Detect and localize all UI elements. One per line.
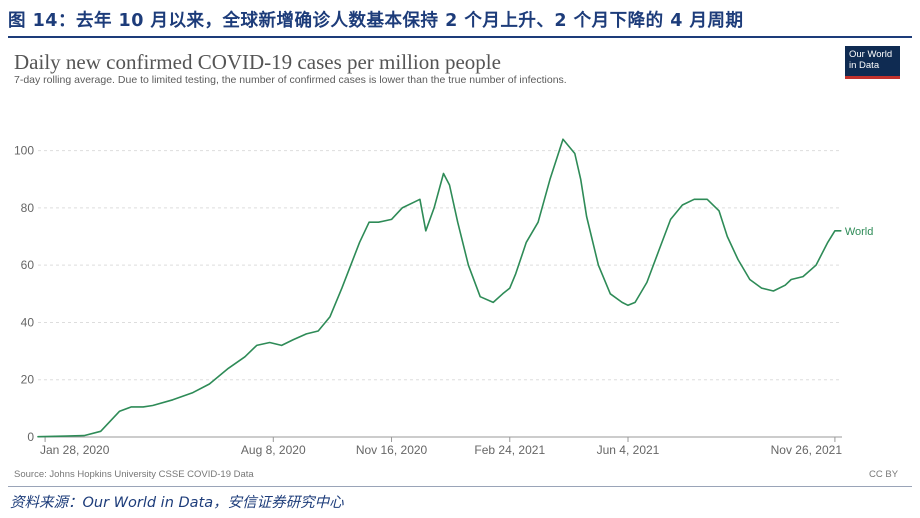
license-link[interactable]: CC BY [869, 469, 899, 480]
series-labels: World [845, 226, 874, 238]
owid-logo-line2: in Data [849, 60, 880, 71]
grid-lines [38, 150, 842, 438]
series-line-world[interactable] [37, 138, 842, 438]
x-tick-label: Jun 4, 2021 [597, 443, 660, 457]
owid-logo[interactable]: Our World in Data [845, 46, 900, 79]
y-tick-label: 80 [21, 201, 35, 215]
x-tick-label: Nov 16, 2020 [356, 443, 428, 457]
x-tick-label: Nov 26, 2021 [771, 443, 843, 457]
axis-ticks: 0 20 40 60 80 100 Jan 28, 2020 Aug 8, 2020 Nov 1… [14, 144, 842, 457]
chart-title: Daily new confirmed COVID-19 cases per m… [14, 50, 501, 74]
y-tick-label: 60 [21, 258, 35, 272]
y-tick-label: 100 [14, 144, 34, 158]
y-tick-label: 0 [27, 430, 34, 444]
figure-title: 图 14：去年 10 月以来，全球新增确诊人数基本保持 2 个月上升、2 个月下… [8, 11, 744, 31]
x-tick-label: Feb 24, 2021 [474, 443, 545, 457]
x-tick-label: Aug 8, 2020 [241, 443, 306, 457]
series-layer [37, 138, 842, 438]
title-divider [8, 36, 912, 38]
x-tick-label: Jan 28, 2020 [40, 443, 110, 457]
chart-source: Source: Johns Hopkins University CSSE CO… [14, 469, 254, 480]
footer-divider [8, 486, 912, 487]
owid-logo-line1: Our World [849, 49, 893, 60]
chart-subtitle: 7-day rolling average. Due to limited te… [14, 74, 567, 86]
figure-source-note: 资料来源：Our World in Data，安信证券研究中心 [10, 495, 344, 511]
y-tick-label: 20 [21, 373, 35, 387]
series-label-world[interactable]: World [845, 226, 874, 238]
y-tick-label: 40 [21, 315, 35, 329]
